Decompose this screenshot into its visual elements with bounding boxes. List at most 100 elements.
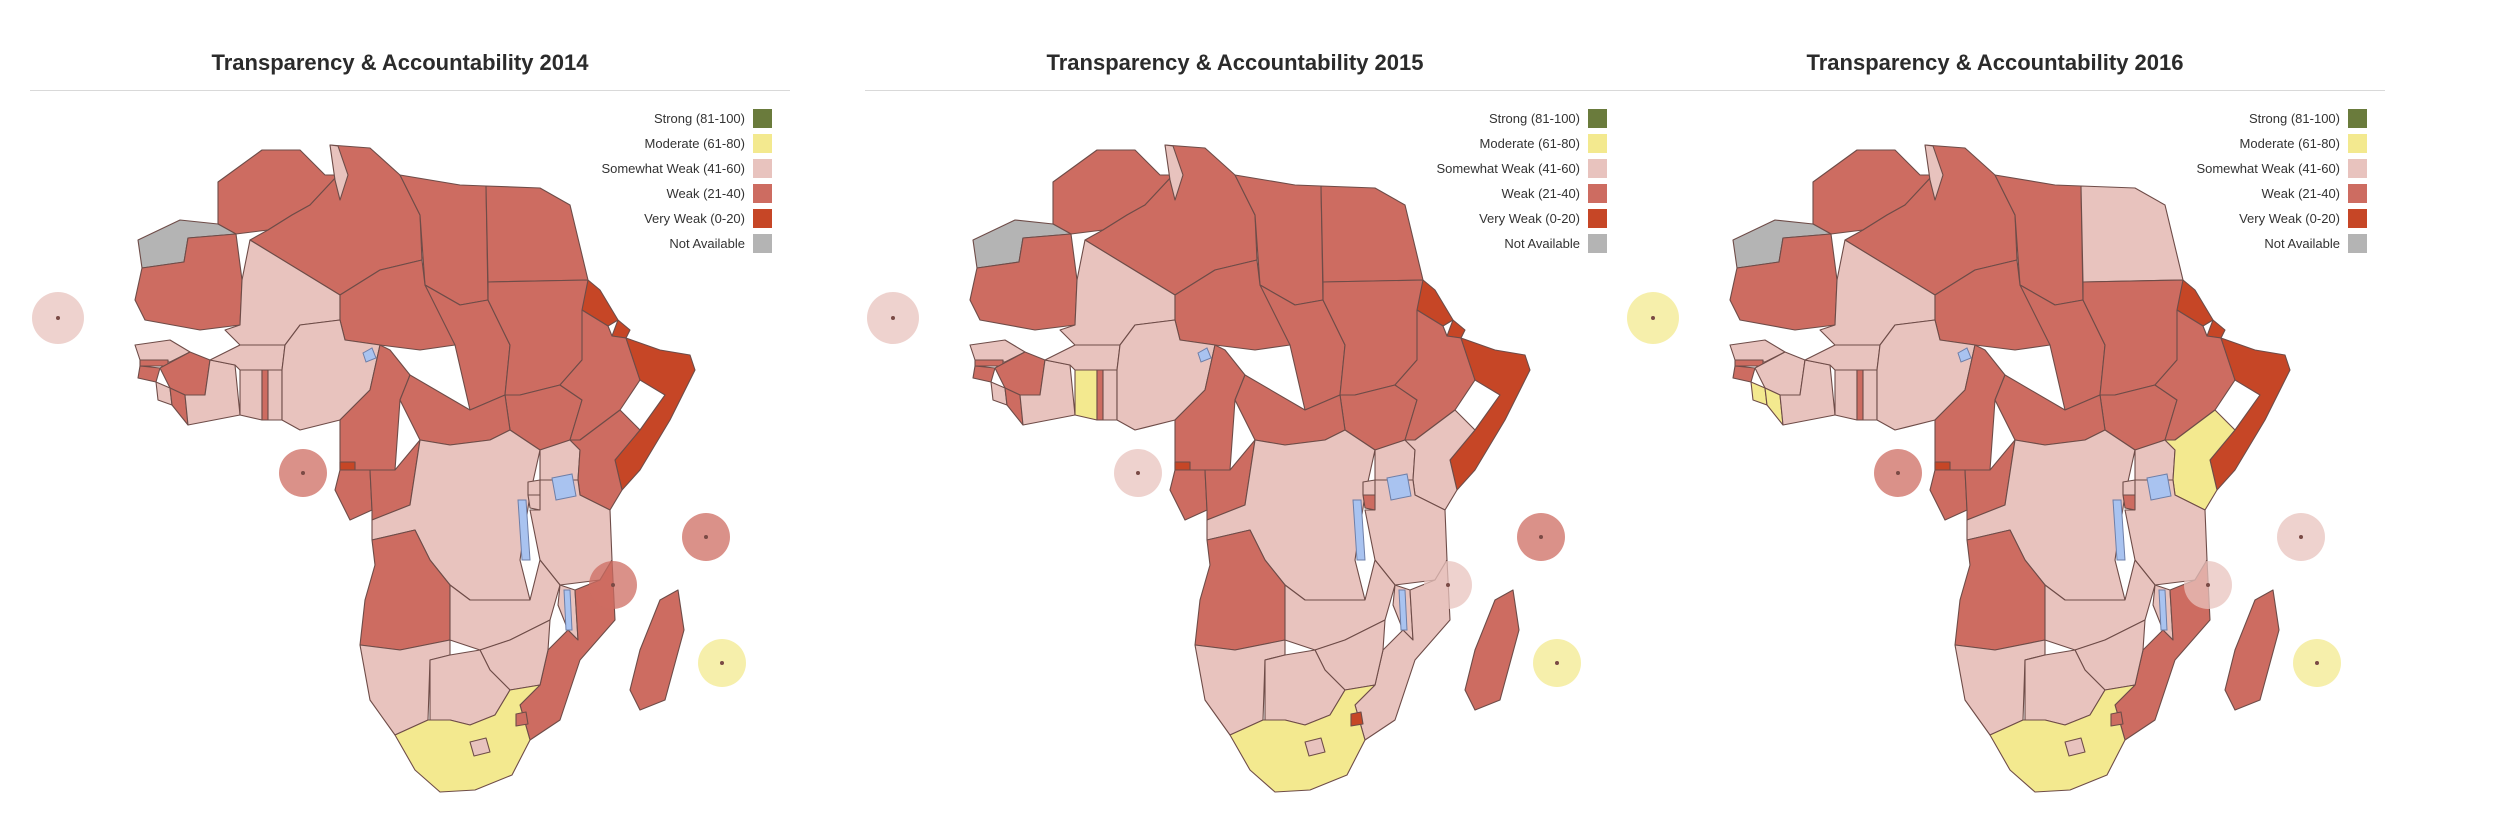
- country-egypt[interactable]: [2080, 185, 2184, 283]
- country-eritrea[interactable]: [2176, 279, 2214, 327]
- country-togo[interactable]: [1856, 369, 1864, 421]
- country-benin[interactable]: [1102, 369, 1118, 421]
- legend-swatch: [2348, 209, 2367, 228]
- country-kenya[interactable]: [1404, 409, 1476, 511]
- country-djibouti[interactable]: [1446, 319, 1466, 339]
- island-dot-cabo-verde: [56, 316, 60, 320]
- country-ghana[interactable]: [1074, 369, 1098, 421]
- country-south-africa[interactable]: [1989, 684, 2136, 793]
- country-tunisia[interactable]: [1164, 144, 1184, 201]
- legend-swatch: [1588, 134, 1607, 153]
- legend-label: Not Available: [669, 236, 745, 251]
- lake-victoria-icon: [551, 473, 577, 501]
- legend-label: Weak (21-40): [2261, 186, 2340, 201]
- country-somalia[interactable]: [614, 337, 696, 491]
- country-gabon[interactable]: [334, 469, 373, 521]
- africa-map: [867, 144, 1581, 793]
- country-lesotho[interactable]: [469, 737, 491, 757]
- island-dot-sao-tome: [1136, 471, 1140, 475]
- legend-label: Somewhat Weak (41-60): [601, 161, 745, 176]
- legend-swatch: [753, 134, 772, 153]
- country-eritrea[interactable]: [1416, 279, 1454, 327]
- island-dot-comoros: [2206, 583, 2210, 587]
- country-eq-guinea[interactable]: [339, 461, 356, 471]
- country-benin[interactable]: [1862, 369, 1878, 421]
- country-swaziland[interactable]: [1350, 711, 1364, 727]
- country-somalia[interactable]: [1449, 337, 1531, 491]
- country-gabon[interactable]: [1169, 469, 1208, 521]
- country-guinea-bissau[interactable]: [137, 365, 161, 383]
- lake-victoria-icon: [1386, 473, 1412, 501]
- lake-malawi-icon: [2158, 589, 2168, 631]
- legend-swatch: [753, 234, 772, 253]
- country-kenya[interactable]: [569, 409, 641, 511]
- country-egypt[interactable]: [1320, 185, 1424, 283]
- map-panel-2014: Transparency & Accountability 2014 Stron…: [0, 0, 800, 833]
- legend-swatch: [2348, 234, 2367, 253]
- country-tunisia[interactable]: [1924, 144, 1944, 201]
- legend-item-na: Not Available: [1436, 231, 1607, 256]
- country-guinea-bissau[interactable]: [1732, 365, 1756, 383]
- country-south-africa[interactable]: [394, 684, 541, 793]
- country-gambia[interactable]: [139, 359, 169, 367]
- country-guinea-bissau[interactable]: [972, 365, 996, 383]
- legend-item-strong: Strong (81-100): [2196, 106, 2367, 131]
- legend-item-weak: Weak (21-40): [601, 181, 772, 206]
- country-madagascar[interactable]: [2224, 589, 2280, 711]
- island-dot-comoros: [611, 583, 615, 587]
- legend: Strong (81-100) Moderate (61-80) Somewhat …: [1436, 106, 1607, 256]
- legend-label: Somewhat Weak (41-60): [2196, 161, 2340, 176]
- country-togo[interactable]: [1096, 369, 1104, 421]
- country-madagascar[interactable]: [629, 589, 685, 711]
- country-swaziland[interactable]: [2110, 711, 2124, 727]
- country-ghana[interactable]: [239, 369, 263, 421]
- country-kenya[interactable]: [2164, 409, 2236, 511]
- legend-swatch: [2348, 134, 2367, 153]
- country-eritrea[interactable]: [581, 279, 619, 327]
- legend-swatch: [1588, 159, 1607, 178]
- island-dot-mauritius: [2315, 661, 2319, 665]
- country-eq-guinea[interactable]: [1934, 461, 1951, 471]
- country-djibouti[interactable]: [611, 319, 631, 339]
- country-lesotho[interactable]: [1304, 737, 1326, 757]
- legend-swatch: [753, 184, 772, 203]
- island-dot-seychelles: [2299, 535, 2303, 539]
- legend-label: Very Weak (0-20): [1479, 211, 1580, 226]
- lake-tanganyika-icon: [1352, 499, 1366, 561]
- island-dot-seychelles: [1539, 535, 1543, 539]
- lake-malawi-icon: [1398, 589, 1408, 631]
- legend-label: Strong (81-100): [1488, 111, 1580, 126]
- country-somalia[interactable]: [2209, 337, 2291, 491]
- country-tunisia[interactable]: [329, 144, 349, 201]
- country-madagascar[interactable]: [1464, 589, 1520, 711]
- legend-item-very: Very Weak (0-20): [601, 206, 772, 231]
- legend-label: Moderate (61-80): [644, 136, 745, 151]
- country-ghana[interactable]: [1834, 369, 1858, 421]
- africa-map: [1627, 144, 2341, 793]
- legend-swatch: [753, 209, 772, 228]
- legend-swatch: [2348, 109, 2367, 128]
- country-south-africa[interactable]: [1229, 684, 1376, 793]
- island-dot-mauritius: [1555, 661, 1559, 665]
- country-gambia[interactable]: [974, 359, 1004, 367]
- legend-swatch: [753, 159, 772, 178]
- island-dot-sao-tome: [1896, 471, 1900, 475]
- country-djibouti[interactable]: [2206, 319, 2226, 339]
- country-swaziland[interactable]: [515, 711, 529, 727]
- country-gabon[interactable]: [1929, 469, 1968, 521]
- legend-item-strong: Strong (81-100): [1436, 106, 1607, 131]
- legend-swatch: [753, 109, 772, 128]
- legend-item-somewhat: Somewhat Weak (41-60): [2196, 156, 2367, 181]
- country-lesotho[interactable]: [2064, 737, 2086, 757]
- country-gambia[interactable]: [1734, 359, 1764, 367]
- country-eq-guinea[interactable]: [1174, 461, 1191, 471]
- legend-item-weak: Weak (21-40): [1436, 181, 1607, 206]
- legend-swatch: [2348, 159, 2367, 178]
- legend-item-very: Very Weak (0-20): [2196, 206, 2367, 231]
- legend-label: Very Weak (0-20): [2239, 211, 2340, 226]
- legend-label: Weak (21-40): [666, 186, 745, 201]
- country-togo[interactable]: [261, 369, 269, 421]
- country-egypt[interactable]: [485, 185, 589, 283]
- legend-item-na: Not Available: [601, 231, 772, 256]
- country-benin[interactable]: [267, 369, 283, 421]
